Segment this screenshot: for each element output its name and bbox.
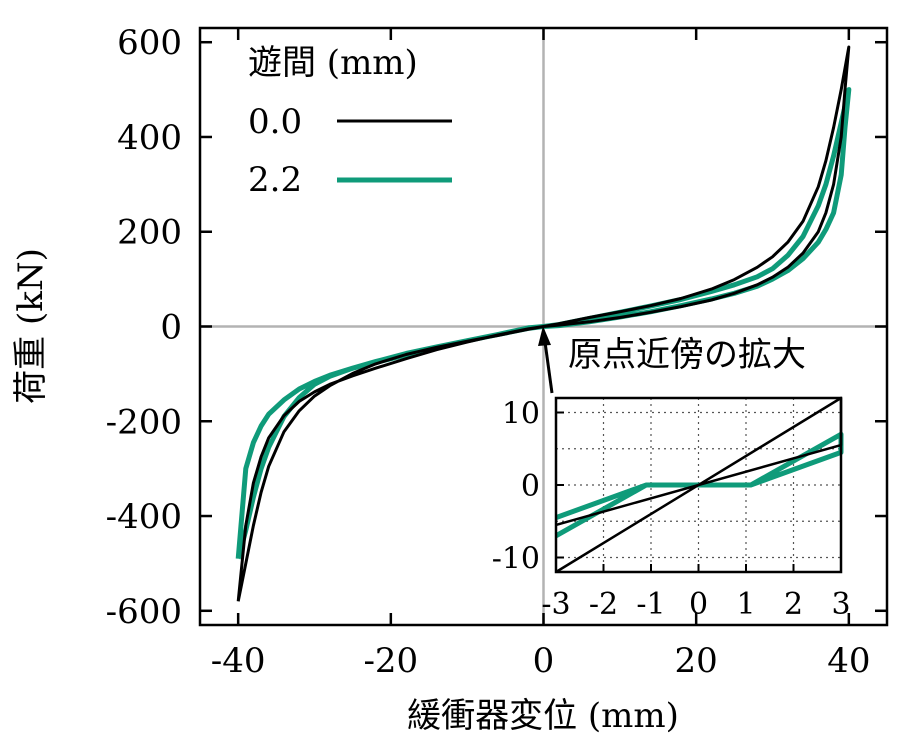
y-axis-label: 荷重 (kN)	[11, 248, 51, 404]
inset-pointer-arrowhead	[538, 326, 551, 346]
inset-x-tick-label: 3	[831, 587, 850, 622]
x-tick-label: 20	[675, 641, 718, 681]
inset-pointer-arrow	[543, 341, 554, 394]
inset-x-tick-label: -1	[636, 587, 665, 622]
y-tick-label: -600	[106, 592, 182, 632]
x-tick-label: -20	[363, 641, 418, 681]
main-series-group	[235, 45, 852, 602]
inset-x-tick-label: -2	[589, 587, 618, 622]
y-tick-label: 600	[117, 23, 182, 63]
inset-title: 原点近傍の拡大	[568, 335, 806, 375]
y-tick-label: -200	[106, 402, 182, 442]
inset-y-ticks: -10 0 10	[492, 397, 564, 577]
inset-x-tick-label: -3	[541, 587, 570, 622]
x-tick-label: -40	[211, 641, 266, 681]
inset-x-tick-label: 2	[784, 587, 803, 622]
inset-y-tick-label: -10	[492, 542, 540, 577]
y-tick-label: 400	[117, 118, 182, 158]
legend-title: 遊間 (mm)	[248, 43, 418, 83]
x-axis-label: 緩衝器変位 (mm)	[407, 696, 679, 736]
inset-x-tick-label: 0	[689, 587, 708, 622]
inset-y-tick-label: 0	[521, 469, 540, 504]
series-line-0.0	[236, 45, 851, 602]
main-x-ticks: -40 -20 0 20 40	[211, 28, 870, 681]
y-tick-label: 0	[160, 308, 182, 348]
inset-x-ticks: -3 -2 -1 0 1 2 3	[541, 564, 851, 622]
inset-y-tick-label: 10	[502, 397, 540, 432]
x-tick-label: 40	[827, 641, 870, 681]
y-tick-label: -400	[106, 497, 182, 537]
legend-label-1: 2.2	[248, 160, 302, 200]
y-tick-label: 200	[117, 213, 182, 253]
legend-label-0: 0.0	[248, 102, 302, 142]
x-tick-label: 0	[533, 641, 555, 681]
legend: 遊間 (mm) 0.0 2.2	[248, 43, 452, 200]
inset-x-tick-label: 1	[736, 587, 755, 622]
